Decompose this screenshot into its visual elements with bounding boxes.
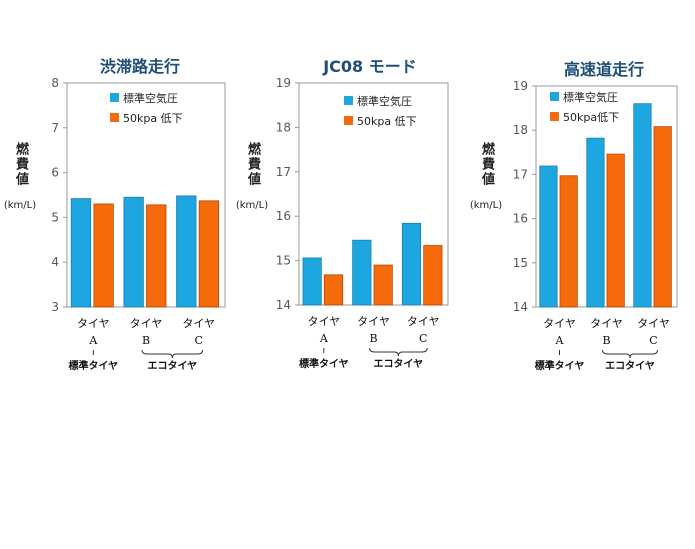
legend-label: 標準空気圧: [563, 90, 618, 104]
category-label: タイヤ: [407, 315, 440, 328]
plot-area: [66, 82, 226, 308]
category-label: タイヤ: [130, 317, 163, 330]
y-tick-label: 16: [276, 209, 291, 223]
legend-swatch: [110, 93, 119, 102]
group-label-standard: 標準タイヤ: [299, 357, 349, 370]
y-tick-label: 16: [513, 212, 528, 226]
y-tick-label: 5: [51, 210, 59, 224]
bar-standard-pressure: [539, 165, 558, 308]
chart-title: JC08 モード: [322, 57, 417, 76]
bar-standard-pressure: [633, 103, 652, 308]
y-tick-label: 15: [276, 254, 291, 268]
bar-low-pressure: [198, 200, 220, 308]
category-letter: B: [142, 334, 150, 347]
category-label: タイヤ: [543, 317, 576, 330]
chart-title: 高速道走行: [564, 60, 644, 79]
group-label-standard: 標準タイヤ: [68, 359, 118, 372]
bar-standard-pressure: [401, 222, 422, 306]
legend-label: 50kpa 低下: [357, 115, 417, 128]
y-tick-label: 4: [51, 255, 59, 269]
y-axis-unit: (km/L): [470, 200, 502, 211]
category-letter: B: [602, 334, 610, 347]
category-letter: C: [649, 334, 657, 347]
category-label: タイヤ: [77, 317, 110, 330]
legend-label: 標準空気圧: [123, 91, 178, 105]
bar-low-pressure: [146, 204, 167, 308]
category-label: タイヤ: [307, 315, 340, 328]
bar-low-pressure: [653, 126, 672, 308]
y-tick-label: 6: [51, 166, 59, 180]
y-axis-label: 燃費値: [245, 142, 260, 187]
legend-swatch: [344, 96, 353, 105]
bar-low-pressure: [606, 153, 625, 308]
legend-swatch: [550, 112, 559, 121]
y-tick-label: 7: [51, 121, 59, 135]
plot-area: [298, 82, 449, 306]
group-label-standard: 標準タイヤ: [535, 359, 585, 372]
legend-label: 50kpa 低下: [123, 112, 183, 125]
chart-title: 渋滞路走行: [100, 57, 180, 76]
bar-low-pressure: [323, 274, 344, 306]
y-tick-label: 18: [513, 123, 528, 137]
category-letter: B: [369, 332, 377, 345]
bar-low-pressure: [93, 203, 114, 308]
y-axis-label: 燃費値: [13, 142, 28, 187]
bar-standard-pressure: [176, 195, 197, 308]
y-tick-label: 18: [276, 120, 291, 134]
y-tick-label: 3: [51, 300, 59, 314]
y-tick-label: 15: [513, 256, 528, 270]
bar-standard-pressure: [123, 196, 144, 308]
legend-swatch: [110, 113, 119, 122]
category-label: タイヤ: [590, 317, 623, 330]
bar-low-pressure: [559, 175, 578, 308]
y-tick-label: 19: [513, 79, 528, 93]
category-letter: A: [555, 334, 565, 347]
category-letter: A: [88, 334, 98, 347]
category-letter: C: [419, 332, 427, 345]
category-label: タイヤ: [637, 317, 670, 330]
group-brace: [141, 349, 204, 359]
group-label-eco: エコタイヤ: [147, 360, 197, 372]
group-brace: [602, 349, 658, 359]
y-axis-unit: (km/L): [236, 200, 268, 211]
y-tick-label: 17: [276, 165, 291, 179]
y-tick-label: 8: [51, 76, 59, 90]
bar-standard-pressure: [302, 257, 322, 306]
y-axis-label: 燃費値: [479, 142, 494, 187]
bar-low-pressure: [423, 245, 443, 306]
chart-3: 高速道走行141516171819(km/L)標準空気圧50kpa低下タイヤAタ…: [470, 60, 678, 372]
category-letter: A: [319, 332, 329, 345]
category-label: タイヤ: [182, 317, 215, 330]
y-tick-label: 14: [276, 298, 291, 312]
y-tick-label: 19: [276, 76, 291, 90]
category-letter: C: [194, 334, 202, 347]
y-tick-label: 17: [513, 167, 528, 181]
category-label: タイヤ: [357, 315, 390, 328]
group-brace: [369, 347, 428, 357]
legend-label: 標準空気圧: [357, 94, 412, 108]
bar-standard-pressure: [352, 239, 372, 306]
plot-area: [535, 85, 678, 308]
legend-label: 50kpa低下: [563, 111, 619, 124]
legend-swatch: [550, 92, 559, 101]
group-label-eco: エコタイヤ: [605, 360, 655, 372]
legend-swatch: [344, 116, 353, 125]
group-label-eco: エコタイヤ: [373, 358, 423, 370]
bar-low-pressure: [373, 264, 393, 306]
y-tick-label: 14: [513, 300, 528, 314]
bar-standard-pressure: [70, 198, 92, 308]
bar-standard-pressure: [586, 137, 605, 308]
y-axis-unit: (km/L): [4, 200, 36, 211]
